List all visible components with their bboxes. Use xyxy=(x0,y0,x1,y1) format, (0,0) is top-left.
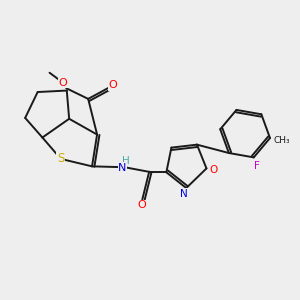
Text: CH₃: CH₃ xyxy=(274,136,291,145)
Text: H: H xyxy=(122,156,130,166)
Text: O: O xyxy=(109,80,118,90)
Text: O: O xyxy=(59,78,68,88)
Text: O: O xyxy=(209,165,217,175)
Text: F: F xyxy=(254,161,260,171)
Text: S: S xyxy=(57,152,64,165)
Text: O: O xyxy=(137,200,146,210)
Text: N: N xyxy=(180,189,188,199)
Text: N: N xyxy=(118,163,127,173)
